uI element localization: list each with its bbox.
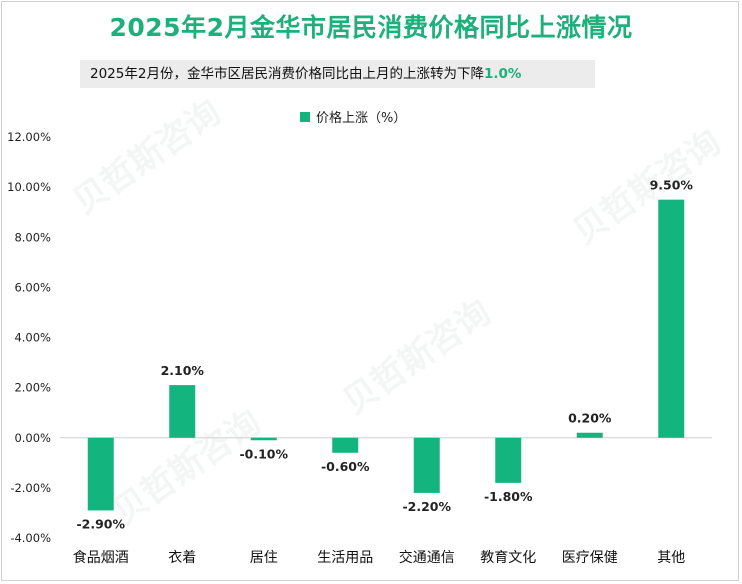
legend-swatch [300, 111, 310, 122]
y-tick-label: 8.00% [14, 230, 51, 244]
data-label: -1.80% [484, 489, 533, 504]
bar [87, 437, 114, 511]
chart-title: 2025年2月金华市居民消费价格同比上涨情况 [109, 13, 633, 42]
x-category-label: 衣着 [168, 550, 196, 566]
bar [495, 437, 522, 483]
y-tick-label: -4.00% [10, 531, 51, 545]
x-category-label: 其他 [657, 550, 685, 566]
y-tick-label: 12.00% [7, 130, 51, 144]
y-tick-label: -2.00% [10, 481, 51, 495]
y-tick-label: 2.00% [14, 381, 51, 395]
x-category-label: 教育文化 [480, 550, 536, 566]
x-category-label: 居住 [250, 550, 278, 566]
x-category-label: 生活用品 [317, 550, 373, 566]
subtitle-text: 2025年2月份，金华市区居民消费价格同比由上月的上涨转为下降 [90, 66, 484, 82]
data-label: 0.20% [568, 411, 612, 426]
subtitle-box: 2025年2月份，金华市区居民消费价格同比由上月的上涨转为下降1.0% [80, 60, 595, 88]
bar [332, 437, 359, 453]
data-label: -0.10% [239, 446, 288, 461]
subtitle-highlight: 1.0% [483, 66, 522, 82]
legend-label: 价格上涨（%） [316, 111, 407, 126]
y-tick-label: 0.00% [14, 431, 51, 445]
data-label: -2.20% [402, 499, 451, 514]
data-label: -2.90% [76, 516, 125, 531]
data-label: 2.10% [161, 363, 205, 378]
bar [169, 385, 196, 438]
data-label: 9.50% [650, 178, 694, 193]
y-tick-label: 10.00% [7, 180, 51, 194]
x-category-label: 食品烟酒 [73, 549, 129, 566]
bar [658, 199, 685, 438]
bar [576, 432, 603, 438]
data-label: -0.60% [321, 459, 370, 474]
bar [250, 437, 277, 441]
legend: 价格上涨（%） [300, 107, 406, 126]
bar [413, 437, 440, 493]
y-tick-label: 4.00% [14, 331, 51, 345]
x-category-label: 交通通信 [399, 549, 455, 566]
y-tick-label: 6.00% [14, 280, 51, 294]
x-category-label: 医疗保健 [562, 550, 618, 566]
